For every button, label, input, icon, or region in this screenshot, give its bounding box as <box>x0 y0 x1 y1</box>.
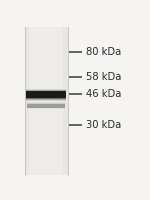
Bar <box>26 91 66 98</box>
Bar <box>26 91 66 99</box>
Text: 30 kDa: 30 kDa <box>86 120 122 130</box>
Text: 58 kDa: 58 kDa <box>86 72 122 82</box>
Text: 80 kDa: 80 kDa <box>86 47 122 57</box>
Bar <box>26 89 66 101</box>
Bar <box>29 27 63 175</box>
Bar <box>25 27 68 175</box>
Bar <box>27 102 65 109</box>
Bar <box>27 103 65 108</box>
Bar <box>26 90 66 100</box>
Text: 46 kDa: 46 kDa <box>86 89 122 99</box>
Bar <box>27 104 65 108</box>
